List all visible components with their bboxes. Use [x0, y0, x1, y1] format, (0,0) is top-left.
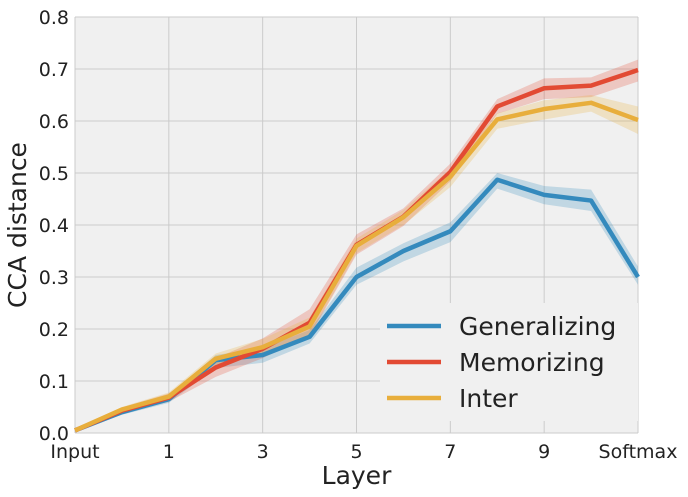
y-axis-label: CCA distance: [3, 142, 32, 308]
x-tick-label-3: 5: [350, 441, 362, 463]
x-tick-label-2: 3: [257, 441, 269, 463]
x-axis-label: Layer: [322, 461, 392, 490]
line-inter: [74, 100, 639, 433]
y-tick-label-3: 0.3: [39, 267, 69, 289]
y-tick-label-2: 0.2: [39, 319, 69, 341]
legend-label-memorizing: Memorizing: [459, 348, 605, 377]
x-tick-label-5: 9: [538, 441, 550, 463]
y-tick-label-4: 0.4: [39, 215, 69, 237]
legend: Generalizing Memorizing Inter: [380, 303, 638, 421]
y-tick-labels: 0.0 0.1 0.2 0.3 0.4 0.5 0.6 0.7 0.8: [39, 7, 69, 445]
x-tick-label-0: Input: [50, 441, 99, 463]
x-tick-labels: Input 1 3 5 7 9 Softmax: [50, 441, 677, 463]
y-tick-label-1: 0.1: [39, 371, 69, 393]
y-tick-label-5: 0.5: [39, 163, 69, 185]
y-tick-label-7: 0.7: [39, 59, 69, 81]
x-tick-label-1: 1: [163, 441, 175, 463]
series-lines: [74, 67, 640, 433]
grid-lines: [74, 16, 639, 434]
y-tick-label-6: 0.6: [39, 111, 69, 133]
legend-label-generalizing: Generalizing: [459, 312, 616, 341]
x-tick-label-4: 7: [444, 441, 456, 463]
y-tick-label-8: 0.8: [39, 7, 69, 29]
legend-label-inter: Inter: [459, 384, 518, 413]
x-tick-label-6: Softmax: [599, 441, 678, 463]
y-tick-label-0: 0.0: [39, 423, 69, 445]
